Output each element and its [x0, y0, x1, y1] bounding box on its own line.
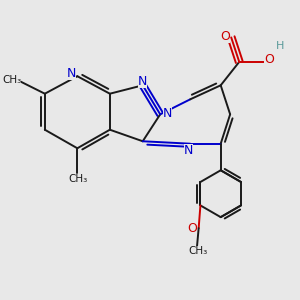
Text: CH₃: CH₃ — [188, 246, 207, 256]
Text: N: N — [66, 67, 76, 80]
Text: CH₃: CH₃ — [69, 174, 88, 184]
Text: H: H — [276, 41, 284, 51]
Text: O: O — [264, 52, 274, 66]
Text: N: N — [138, 75, 147, 88]
Text: O: O — [220, 30, 230, 43]
Text: N: N — [163, 107, 172, 120]
Text: O: O — [188, 222, 197, 235]
Text: CH₃: CH₃ — [2, 75, 21, 85]
Text: N: N — [184, 144, 193, 157]
